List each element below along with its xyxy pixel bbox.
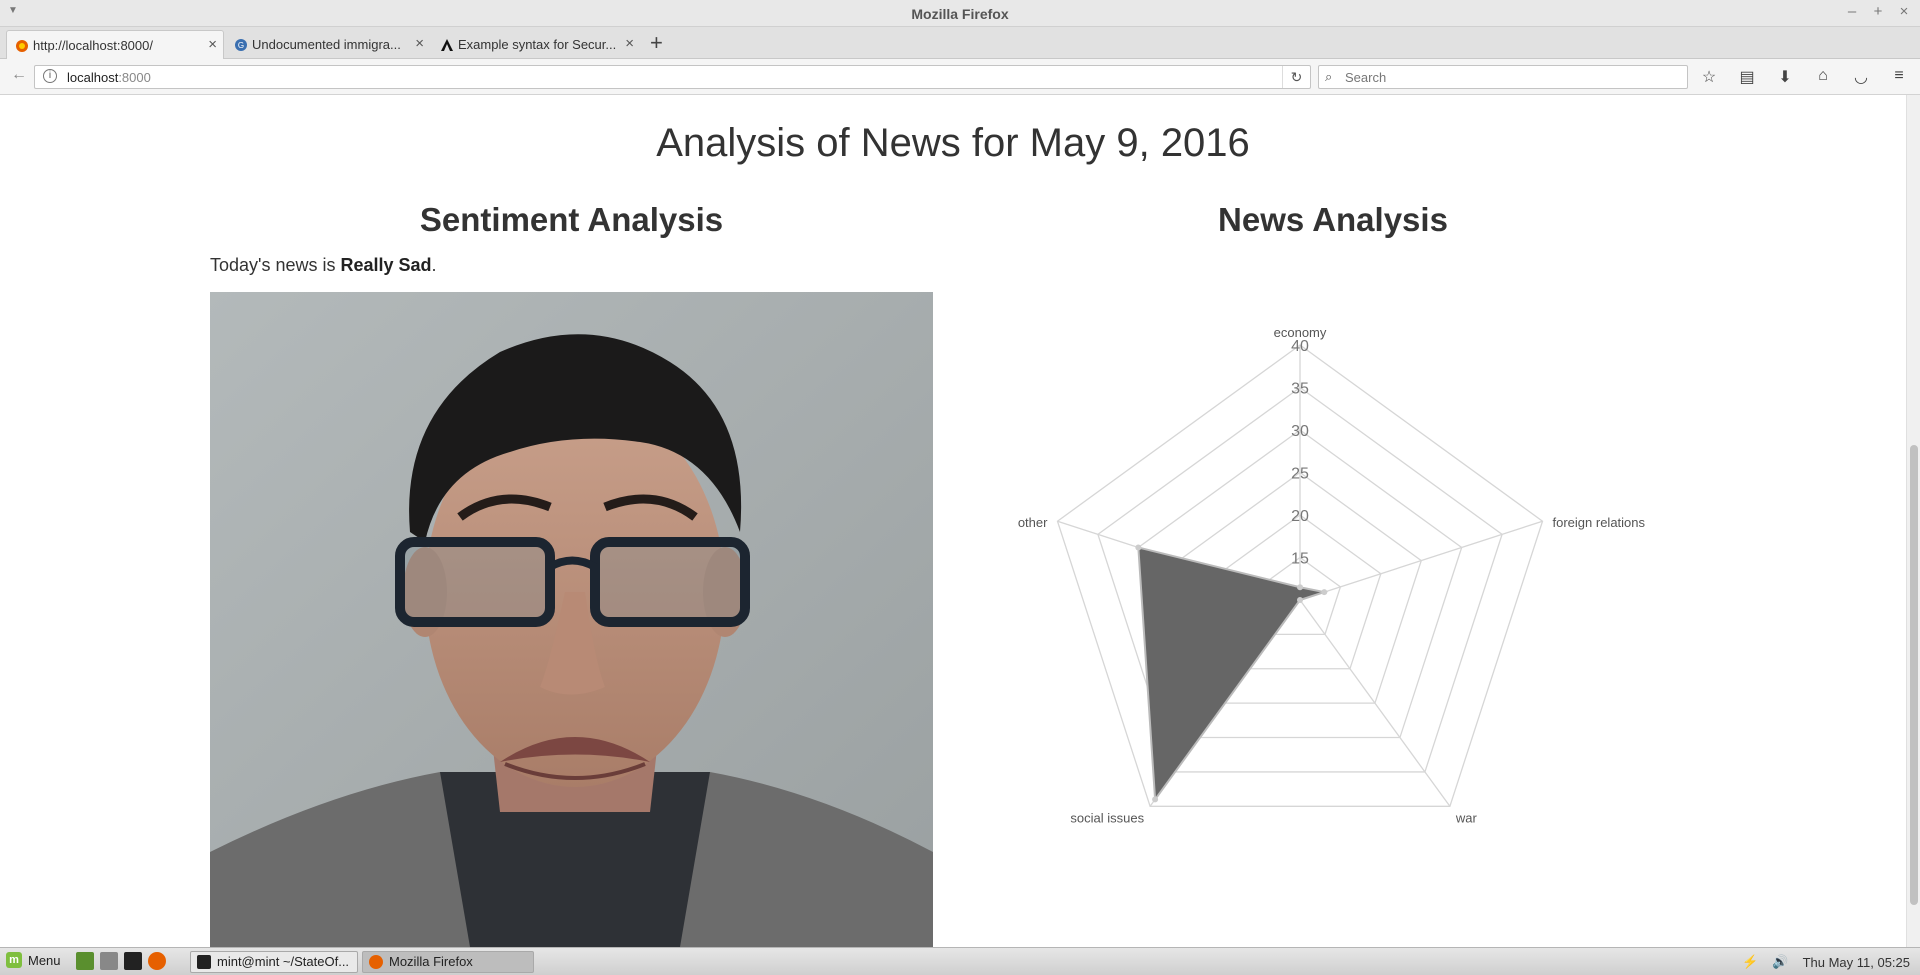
close-tab-icon[interactable]: × xyxy=(625,35,634,52)
start-menu-button[interactable]: m Menu xyxy=(6,952,61,968)
window-titlebar: ▼ Mozilla Firefox – + × xyxy=(0,0,1920,27)
radar-data-point xyxy=(1297,584,1303,591)
firefox-icon xyxy=(369,955,383,969)
sentiment-value: Really Sad xyxy=(340,255,432,275)
site-info-icon[interactable]: i xyxy=(43,69,57,83)
radar-axis-label: foreign relations xyxy=(1553,515,1646,530)
a-logo-icon xyxy=(441,39,453,51)
radar-data-point xyxy=(1152,796,1159,803)
sentiment-prefix: Today's news is xyxy=(210,255,341,275)
radar-tick-label: 20 xyxy=(1291,508,1309,525)
radar-series-area xyxy=(1137,546,1329,803)
radar-axis-label: social issues xyxy=(1070,810,1144,825)
tab-label: http://localhost:8000/ xyxy=(33,37,153,53)
radar-data-point xyxy=(1297,597,1303,603)
tab-undocumented[interactable]: G Undocumented immigra... × xyxy=(226,30,430,59)
radar-grid-ring xyxy=(1056,344,1544,807)
tab-label: Undocumented immigra... xyxy=(252,37,401,52)
tab-strip: http://localhost:8000/ × G Undocumented … xyxy=(0,27,1920,59)
downloads-icon[interactable]: ⬇ xyxy=(1778,69,1792,86)
radar-data-point xyxy=(1321,589,1328,596)
page-viewport: Analysis of News for May 9, 2016 Sentime… xyxy=(0,95,1906,947)
tab-localhost[interactable]: http://localhost:8000/ × xyxy=(6,30,224,59)
firefox-icon xyxy=(16,40,28,52)
window-title: Mozilla Firefox xyxy=(911,6,1009,22)
search-placeholder: Search xyxy=(1345,70,1387,85)
terminal-icon xyxy=(197,955,211,969)
close-tab-icon[interactable]: × xyxy=(208,36,217,53)
hamburger-menu-icon[interactable]: ≡ xyxy=(1894,67,1904,84)
radar-axis-label: war xyxy=(1455,810,1478,825)
face-illustration xyxy=(210,292,933,947)
start-menu-label: Menu xyxy=(28,952,61,968)
close-tab-icon[interactable]: × xyxy=(415,35,424,52)
file-manager-icon[interactable] xyxy=(100,952,118,970)
back-arrow-icon[interactable]: ← xyxy=(11,66,27,83)
window-menu-icon[interactable]: ▼ xyxy=(8,5,18,16)
page-title: Analysis of News for May 9, 2016 xyxy=(656,121,1250,165)
search-bar[interactable]: ⌕ Search xyxy=(1318,65,1688,89)
reading-list-icon[interactable]: ▤ xyxy=(1739,69,1755,86)
url-bar[interactable]: i localhost:8000 ↻ xyxy=(34,65,1311,89)
radar-tick-label: 25 xyxy=(1291,466,1309,483)
url-text: localhost:8000 xyxy=(67,70,151,85)
tab-label: Example syntax for Secur... xyxy=(458,37,617,52)
radar-tick-label: 30 xyxy=(1291,423,1309,440)
radar-axis-label: economy xyxy=(1274,325,1327,340)
close-window-button[interactable]: × xyxy=(1899,3,1909,20)
radar-grid-ring xyxy=(1137,429,1463,739)
news-site-icon: G xyxy=(235,39,247,51)
quick-launch xyxy=(76,952,166,970)
minimize-button[interactable]: – xyxy=(1847,3,1857,20)
tab-example-syntax[interactable]: Example syntax for Secur... × xyxy=(432,30,640,59)
taskbar-window-terminal[interactable]: mint@mint ~/StateOf... xyxy=(190,951,358,973)
radar-data-point xyxy=(1135,544,1142,551)
sentiment-face-photo xyxy=(210,292,933,947)
reload-icon[interactable]: ↻ xyxy=(1282,66,1310,88)
taskbar-window-firefox[interactable]: Mozilla Firefox xyxy=(362,951,534,973)
toolbar-icons: ☆ ▤ ⬇ ⌂ ◡ ≡ xyxy=(1700,67,1908,87)
radar-grid-ring xyxy=(1177,471,1423,704)
news-heading: News Analysis xyxy=(1218,201,1448,238)
volume-icon[interactable]: 🔊 xyxy=(1772,954,1789,969)
clock[interactable]: Thu May 11, 05:25 xyxy=(1802,954,1910,970)
maximize-button[interactable]: + xyxy=(1873,3,1883,20)
url-port: :8000 xyxy=(118,70,151,85)
bookmark-star-icon[interactable]: ☆ xyxy=(1701,69,1717,86)
sentiment-text: Today's news is Really Sad. xyxy=(210,255,437,276)
taskbar: m Menu mint@mint ~/StateOf... Mozilla Fi… xyxy=(0,947,1920,975)
radar-tick-label: 40 xyxy=(1291,338,1309,355)
system-tray: ⚡ 🔊 Thu May 11, 05:25 xyxy=(1742,954,1910,970)
window-controls: – + × xyxy=(1844,3,1912,20)
radar-tick-label: 15 xyxy=(1291,551,1309,568)
show-desktop-icon[interactable] xyxy=(76,952,94,970)
radar-spoke xyxy=(1299,599,1451,807)
sentiment-suffix: . xyxy=(431,255,437,275)
taskbar-window-label: mint@mint ~/StateOf... xyxy=(217,954,350,969)
radar-spoke xyxy=(1299,520,1543,601)
home-icon[interactable]: ⌂ xyxy=(1818,67,1828,84)
pocket-icon[interactable]: ◡ xyxy=(1854,69,1868,86)
svg-text:G: G xyxy=(238,41,244,50)
radar-axis-label: other xyxy=(1018,515,1048,530)
taskbar-window-label: Mozilla Firefox xyxy=(389,954,473,969)
network-icon[interactable]: ⚡ xyxy=(1742,954,1759,969)
radar-tick-label: 35 xyxy=(1291,381,1309,398)
radar-grid-ring xyxy=(1097,386,1503,773)
url-host: localhost xyxy=(67,70,119,85)
sentiment-heading: Sentiment Analysis xyxy=(419,201,724,238)
mint-logo-icon: m xyxy=(6,952,22,968)
scrollbar-thumb[interactable] xyxy=(1910,445,1918,905)
firefox-launch-icon[interactable] xyxy=(148,952,166,970)
terminal-launch-icon[interactable] xyxy=(124,952,142,970)
new-tab-button[interactable]: + xyxy=(650,30,663,55)
radar-grid-ring xyxy=(1218,514,1382,670)
page-scrollbar[interactable] xyxy=(1906,95,1920,947)
navigation-bar: ← i localhost:8000 ↻ ⌕ Search ☆ ▤ ⬇ ⌂ ◡ … xyxy=(0,59,1920,95)
search-icon: ⌕ xyxy=(1325,69,1333,84)
